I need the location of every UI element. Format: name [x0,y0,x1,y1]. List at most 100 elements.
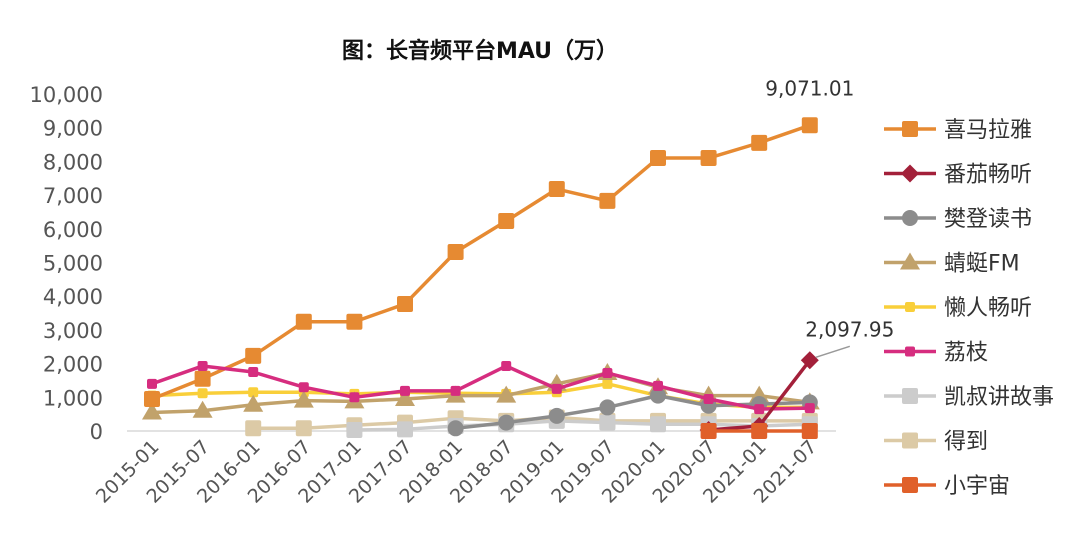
data-point [700,150,717,167]
data-point [144,390,160,407]
data-point [551,383,562,394]
legend-item: 喜马拉雅 [884,118,1032,143]
data-point [295,313,312,330]
data-point [653,380,663,391]
data-point [346,313,363,330]
data-point [142,402,162,420]
data-point [293,390,314,408]
data-point [801,117,818,134]
data-point [650,387,666,404]
data-point [800,351,819,370]
legend-marker [902,477,918,493]
data-label: 2,097.95 [805,317,894,341]
callout-line [815,345,851,359]
legend-label: 凯叔讲故事 [944,385,1054,410]
data-point [295,420,312,437]
data-point [703,393,714,404]
y-tick-label: 0 [90,420,103,444]
y-tick-label: 10,000 [30,83,103,107]
data-point [298,382,309,393]
data-point [450,385,461,396]
data-point [395,388,415,406]
legend-label: 番茄畅听 [944,163,1032,188]
data-point [243,394,264,412]
legend-item: 蜻蜓FM [884,252,1020,277]
data-point [496,385,517,403]
data-point [602,378,613,389]
legend-item: 得到 [884,430,988,455]
legend-marker [905,302,915,312]
series-樊登读书 [447,387,818,437]
legend-label: 喜马拉雅 [944,118,1032,143]
y-tick-label: 4,000 [43,285,103,309]
data-point [245,347,262,364]
data-point [245,420,262,437]
data-point [397,421,413,438]
y-tick-label: 1,000 [43,386,103,410]
data-point [346,421,363,438]
legend-label: 蜻蜓FM [944,252,1020,277]
legend-item: 荔枝 [884,341,988,366]
legend-marker [902,210,918,226]
legend-item: 樊登读书 [884,207,1032,232]
legend-marker [902,388,918,404]
legend-item: 懒人畅听 [884,296,1032,321]
data-point [751,423,768,439]
data-point [248,387,259,398]
legend-marker [900,252,920,270]
data-point [147,378,157,389]
data-point [700,423,717,439]
legend-label: 荔枝 [944,341,988,366]
series-喜马拉雅 [144,117,818,407]
y-tick-label: 5,000 [43,252,103,276]
y-tick-label: 9,000 [43,117,103,141]
series-小宇宙 [700,423,818,439]
series-line [151,364,810,411]
legend-marker [902,121,918,137]
data-point [599,399,616,416]
y-tick-label: 7,000 [43,184,103,208]
data-point [650,416,666,433]
legend-item: 小宇宙 [884,474,1010,499]
data-point [447,244,464,261]
data-point [194,370,211,387]
data-label: 9,071.01 [765,76,854,100]
data-point [599,192,616,209]
data-point [248,367,259,378]
legend-item: 番茄畅听 [884,163,1032,188]
data-point [599,414,616,431]
data-point [349,392,360,403]
data-point [548,407,565,424]
data-point [501,360,512,371]
series-line [151,123,811,401]
data-point [192,400,213,418]
legend-label: 小宇宙 [944,474,1010,499]
y-tick-label: 3,000 [43,319,103,343]
y-tick-label: 8,000 [43,150,103,174]
data-point [397,295,413,312]
data-point [197,388,208,399]
data-point [548,181,565,198]
data-point [602,368,613,379]
y-tick-label: 6,000 [43,218,103,242]
data-point [400,385,410,396]
series-line [354,419,810,432]
data-point [197,360,208,371]
legend-label: 懒人畅听 [944,296,1032,321]
legend-label: 得到 [944,430,988,455]
data-point [754,404,765,415]
legend-item: 凯叔讲故事 [884,385,1054,410]
data-point [498,414,515,431]
series-荔枝 [147,360,815,415]
series-line [151,371,811,415]
y-tick-label: 2,000 [43,353,103,377]
legend-marker [905,346,915,357]
legend-label: 樊登读书 [944,207,1032,232]
legend-marker [902,432,918,449]
chart-title: 图：长音频平台MAU（万） [342,38,618,64]
legend-marker [901,164,919,183]
data-point [650,150,666,167]
data-point [801,423,818,439]
data-point [447,420,464,437]
